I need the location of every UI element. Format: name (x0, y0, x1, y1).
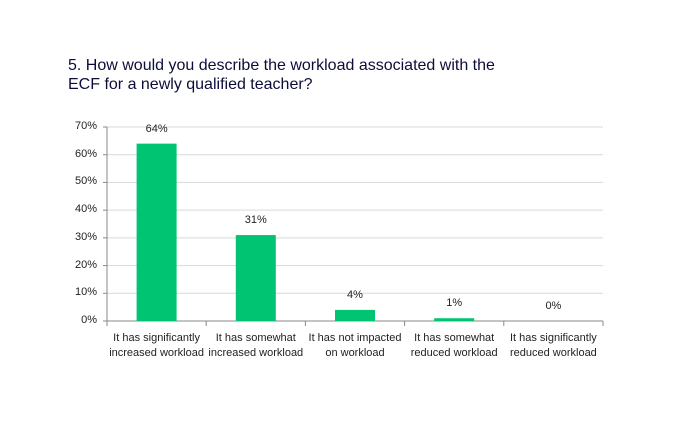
x-tick-label: It has significantly increased workload (109, 332, 204, 359)
chart-title: 5. How would you describe the workload a… (68, 57, 495, 93)
data-label: 4% (347, 288, 363, 301)
y-tick-label: 70% (74, 120, 97, 132)
y-tick-label: 0% (81, 314, 97, 326)
x-tick-label: It has somewhat increased workload (208, 332, 304, 359)
y-tick-label: 20% (74, 258, 97, 271)
y-tick-label: 60% (74, 147, 97, 160)
x-tick-label: It has somewhat reduced workload (410, 332, 498, 359)
data-label: 64% (145, 122, 168, 135)
data-label: 0% (545, 300, 562, 312)
data-label: 1% (446, 297, 463, 310)
data-label: 31% (244, 214, 267, 227)
y-tick-label: 50% (74, 175, 97, 188)
bar (335, 309, 375, 321)
bar (235, 235, 276, 321)
x-tick-label: It has not impacted on workload (308, 332, 402, 359)
bar (434, 318, 475, 321)
y-tick-label: 30% (74, 230, 97, 243)
y-tick-label: 40% (74, 203, 97, 216)
y-tick-label: 10% (74, 286, 97, 299)
x-tick-label: It has significantly reduced workload (509, 332, 597, 359)
bar (136, 143, 177, 321)
